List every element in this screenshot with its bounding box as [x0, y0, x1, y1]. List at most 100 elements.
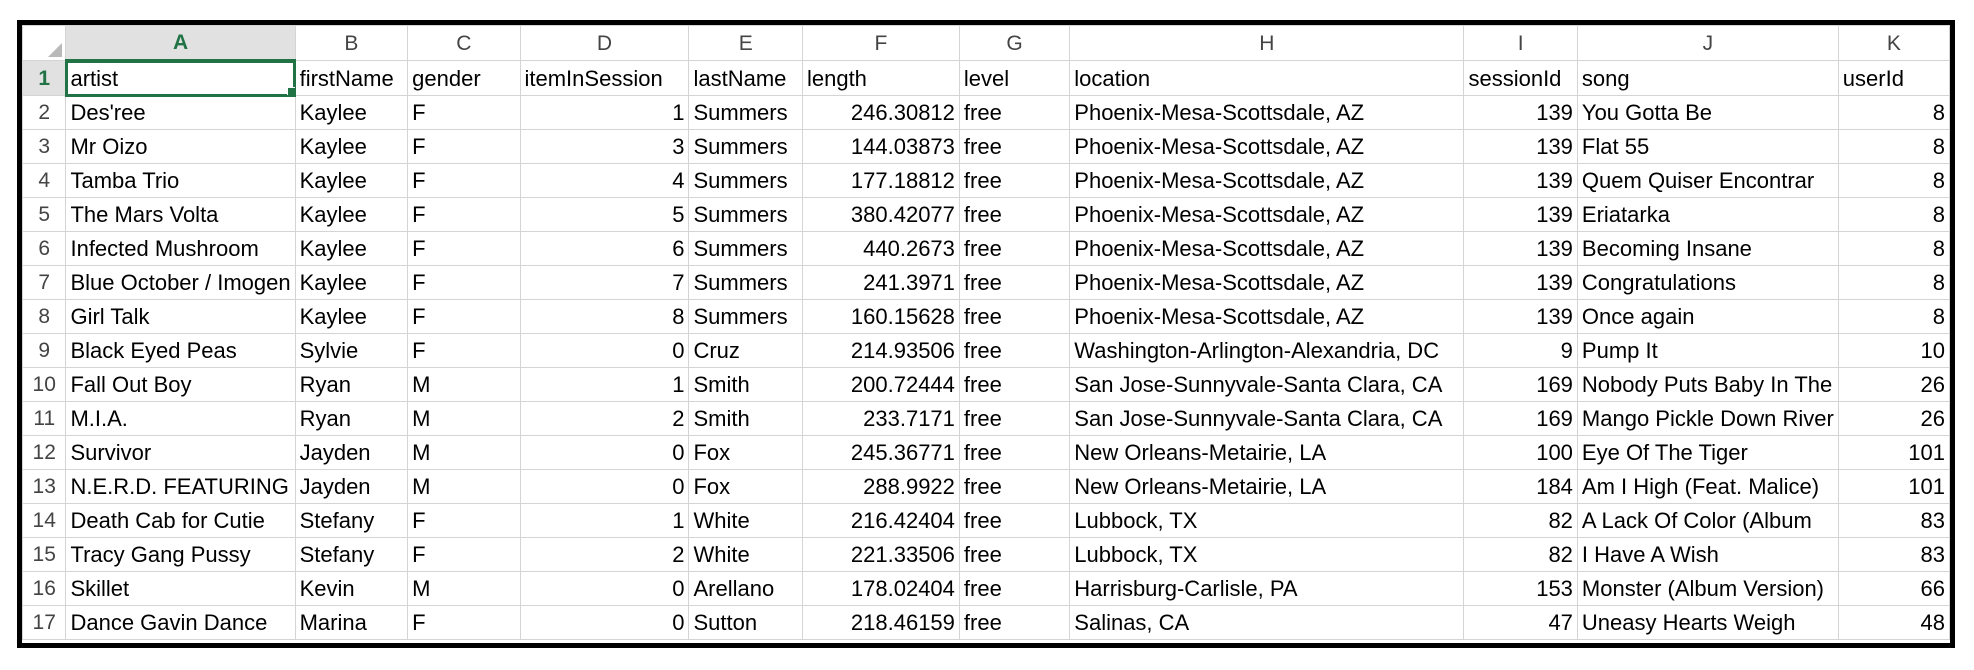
- cell-b[interactable]: Stefany: [294, 503, 409, 538]
- row-header[interactable]: 11: [22, 401, 67, 436]
- cell-b[interactable]: Ryan: [294, 367, 409, 402]
- cell-g[interactable]: free: [958, 503, 1071, 538]
- cell-a[interactable]: Survivor: [65, 435, 296, 470]
- cell-g[interactable]: free: [958, 401, 1071, 436]
- cell-b[interactable]: Sylvie: [294, 333, 409, 368]
- cell-a[interactable]: Tamba Trio: [65, 163, 296, 198]
- row-header[interactable]: 13: [22, 469, 67, 504]
- cell-d[interactable]: 3: [519, 129, 690, 164]
- cell-j[interactable]: Pump It: [1576, 333, 1839, 368]
- cell-i[interactable]: 139: [1463, 95, 1578, 130]
- cell-b[interactable]: Jayden: [294, 469, 409, 504]
- cell-k[interactable]: 101: [1837, 469, 1950, 504]
- cell-h[interactable]: Salinas, CA: [1069, 605, 1465, 640]
- cell-j[interactable]: I Have A Wish: [1576, 537, 1839, 572]
- column-header-j[interactable]: J: [1576, 25, 1839, 61]
- cell-g[interactable]: free: [958, 163, 1071, 198]
- column-header-b[interactable]: B: [294, 25, 409, 61]
- cell-g[interactable]: free: [958, 605, 1071, 640]
- cell-j[interactable]: Mango Pickle Down River: [1576, 401, 1839, 436]
- row-header[interactable]: 16: [22, 571, 67, 606]
- cell-i[interactable]: 100: [1463, 435, 1578, 470]
- cell-a[interactable]: Tracy Gang Pussy: [65, 537, 296, 572]
- row-header[interactable]: 14: [22, 503, 67, 538]
- cell-j[interactable]: Once again: [1576, 299, 1839, 334]
- cell-k[interactable]: 8: [1837, 95, 1950, 130]
- cell-d[interactable]: 0: [519, 469, 690, 504]
- cell-d[interactable]: 0: [519, 333, 690, 368]
- cell-d[interactable]: 1: [519, 95, 690, 130]
- cell-k[interactable]: 83: [1837, 503, 1950, 538]
- cell-h[interactable]: New Orleans-Metairie, LA: [1069, 435, 1465, 470]
- cell-h[interactable]: Phoenix-Mesa-Scottsdale, AZ: [1069, 129, 1465, 164]
- column-header-c[interactable]: C: [407, 25, 521, 61]
- cell-h[interactable]: San Jose-Sunnyvale-Santa Clara, CA: [1069, 401, 1465, 436]
- cell-c[interactable]: F: [407, 231, 521, 266]
- fill-handle[interactable]: [286, 87, 295, 95]
- cell-d[interactable]: 6: [519, 231, 690, 266]
- cell-j[interactable]: Nobody Puts Baby In The: [1576, 367, 1839, 402]
- cell-g[interactable]: free: [958, 435, 1071, 470]
- cell-k[interactable]: 8: [1837, 129, 1950, 164]
- cell-a[interactable]: Girl Talk: [65, 299, 296, 334]
- cell-c[interactable]: M: [407, 571, 521, 606]
- cell-f[interactable]: 178.02404: [801, 571, 960, 606]
- cell-i[interactable]: 169: [1463, 401, 1578, 436]
- cell-h[interactable]: Phoenix-Mesa-Scottsdale, AZ: [1069, 299, 1465, 334]
- cell-f[interactable]: 177.18812: [801, 163, 960, 198]
- column-header-g[interactable]: G: [958, 25, 1071, 61]
- cell-a[interactable]: Dance Gavin Dance: [65, 605, 296, 640]
- cell-j[interactable]: A Lack Of Color (Album: [1576, 503, 1839, 538]
- row-header[interactable]: 15: [22, 537, 67, 572]
- cell-g[interactable]: free: [958, 231, 1071, 266]
- header-cell-i[interactable]: sessionId: [1463, 60, 1578, 96]
- cell-e[interactable]: Cruz: [688, 333, 803, 368]
- column-header-k[interactable]: K: [1837, 25, 1950, 61]
- column-header-e[interactable]: E: [688, 25, 803, 61]
- cell-a[interactable]: Des'ree: [65, 95, 296, 130]
- cell-e[interactable]: White: [688, 503, 803, 538]
- cell-d[interactable]: 8: [519, 299, 690, 334]
- cell-e[interactable]: Smith: [688, 401, 803, 436]
- cell-b[interactable]: Stefany: [294, 537, 409, 572]
- cell-c[interactable]: F: [407, 95, 521, 130]
- cell-a[interactable]: The Mars Volta: [65, 197, 296, 232]
- cell-i[interactable]: 139: [1463, 129, 1578, 164]
- cell-a[interactable]: Black Eyed Peas: [65, 333, 296, 368]
- cell-e[interactable]: Fox: [688, 469, 803, 504]
- cell-f[interactable]: 144.03873: [801, 129, 960, 164]
- cell-b[interactable]: Marina: [294, 605, 409, 640]
- cell-c[interactable]: M: [407, 469, 521, 504]
- row-header[interactable]: 3: [22, 129, 67, 164]
- cell-k[interactable]: 48: [1837, 605, 1950, 640]
- cell-c[interactable]: F: [407, 503, 521, 538]
- cell-e[interactable]: Summers: [688, 129, 803, 164]
- cell-b[interactable]: Kaylee: [294, 95, 409, 130]
- cell-h[interactable]: Phoenix-Mesa-Scottsdale, AZ: [1069, 265, 1465, 300]
- cell-f[interactable]: 214.93506: [801, 333, 960, 368]
- cell-f[interactable]: 221.33506: [801, 537, 960, 572]
- cell-d[interactable]: 0: [519, 435, 690, 470]
- column-header-i[interactable]: I: [1463, 25, 1578, 61]
- cell-k[interactable]: 101: [1837, 435, 1950, 470]
- cell-b[interactable]: Kaylee: [294, 163, 409, 198]
- cell-j[interactable]: Quem Quiser Encontrar: [1576, 163, 1839, 198]
- cell-a[interactable]: Infected Mushroom: [65, 231, 296, 266]
- cell-e[interactable]: Summers: [688, 265, 803, 300]
- cell-f[interactable]: 246.30812: [801, 95, 960, 130]
- cell-d[interactable]: 7: [519, 265, 690, 300]
- cell-k[interactable]: 10: [1837, 333, 1950, 368]
- cell-h[interactable]: Harrisburg-Carlisle, PA: [1069, 571, 1465, 606]
- row-header[interactable]: 6: [22, 231, 67, 266]
- cell-k[interactable]: 26: [1837, 367, 1950, 402]
- cell-g[interactable]: free: [958, 571, 1071, 606]
- cell-f[interactable]: 233.7171: [801, 401, 960, 436]
- cell-i[interactable]: 169: [1463, 367, 1578, 402]
- cell-g[interactable]: free: [958, 333, 1071, 368]
- cell-c[interactable]: F: [407, 265, 521, 300]
- cell-f[interactable]: 241.3971: [801, 265, 960, 300]
- cell-g[interactable]: free: [958, 469, 1071, 504]
- cell-c[interactable]: M: [407, 435, 521, 470]
- cell-j[interactable]: Congratulations: [1576, 265, 1839, 300]
- cell-a[interactable]: Skillet: [65, 571, 296, 606]
